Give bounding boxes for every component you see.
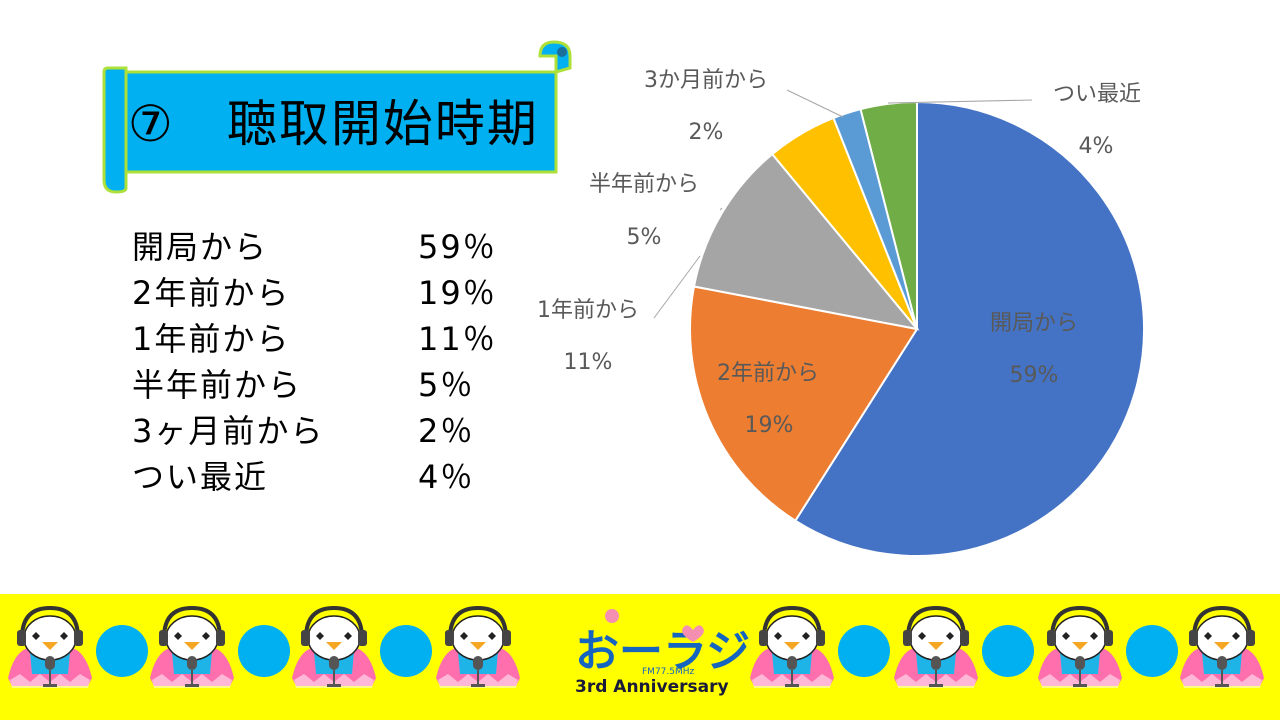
footer-band: おーラジ FM77.5MHz [0,594,1280,720]
list-row: 1年前から 11％ [132,314,512,360]
row-label: つい最近 [132,458,269,496]
blue-circle-icon [838,625,890,677]
leader-line [653,255,701,319]
title-banner [102,40,572,194]
row-label: 1年前から [132,320,291,358]
heart-icon [682,625,704,642]
blue-circle-icon [380,625,432,677]
leader-line [719,207,723,211]
list-row: 3ヶ月前から 2％ [132,406,512,452]
pie-slice [793,100,1145,557]
list-row: 半年前から 5％ [132,360,512,406]
slice-name-label: 2年前から [717,361,819,386]
row-percent: 5％ [418,366,475,404]
row-label: 半年前から [132,366,303,404]
row-percent: 59％ [418,228,497,266]
slice-name-label: 3か月前から [644,68,768,93]
penguin-mascot-icon [894,605,978,688]
penguin-mascot-icon [292,605,376,688]
penguin-mascot-icon [750,605,834,688]
leader-line [786,89,844,118]
pie-chart: 開局から 59% 2年前から 19% 1年前から 11% 半年前から 5% 3か月前から 2% つい… [537,68,1145,557]
penguin-mascot-icon [1180,605,1264,688]
row-label: 開局から [132,228,269,266]
slice-value-label: 19% [745,413,794,438]
slice-value-label: 59% [1010,363,1059,388]
pie-slice [692,152,920,331]
leader-line [887,99,1033,104]
penguin-mascot-icon [1038,605,1122,688]
blue-circle-icon [982,625,1034,677]
flower-icon [605,609,619,623]
slice-name-label: 半年前から [589,172,699,197]
blue-circle-icon [96,625,148,677]
slice-value-label: 11% [564,350,613,375]
slice-name-label: つい最近 [1053,82,1141,107]
penguin-mascot-icon [150,605,234,688]
logo-main-text: おーラジ [575,626,750,677]
penguin-mascot-icon [436,605,520,688]
blue-circle-icon [1126,625,1178,677]
data-list: 開局から 59％ 2年前から 19％ 1年前から 11％ 半年前から 5％ 3ヶ月前から… [132,222,512,498]
slice-value-label: 4% [1079,134,1114,159]
slice-value-label: 5% [627,225,662,250]
logo-subtitle: 3rd Anniversary [575,677,729,697]
row-percent: 11％ [418,320,497,358]
row-percent: 19％ [418,274,497,312]
slice-name-label: 1年前から [537,298,639,323]
slice-name-label: 開局から [990,311,1078,336]
row-label: 3ヶ月前から [132,412,325,450]
logo-frequency-text: FM77.5MHz [642,667,695,677]
row-percent: 2％ [418,412,475,450]
list-row: 2年前から 19％ [132,268,512,314]
row-percent: 4％ [418,458,475,496]
slice-value-label: 2% [689,120,724,145]
blue-circle-icon [238,625,290,677]
list-row: 開局から 59％ [132,222,512,268]
penguin-mascot-icon [8,605,92,688]
row-label: 2年前から [132,274,291,312]
slide-title: ⑦ 聴取開始時期 [128,95,539,153]
pie-slice [689,285,919,523]
list-row: つい最近 4％ [132,452,512,498]
